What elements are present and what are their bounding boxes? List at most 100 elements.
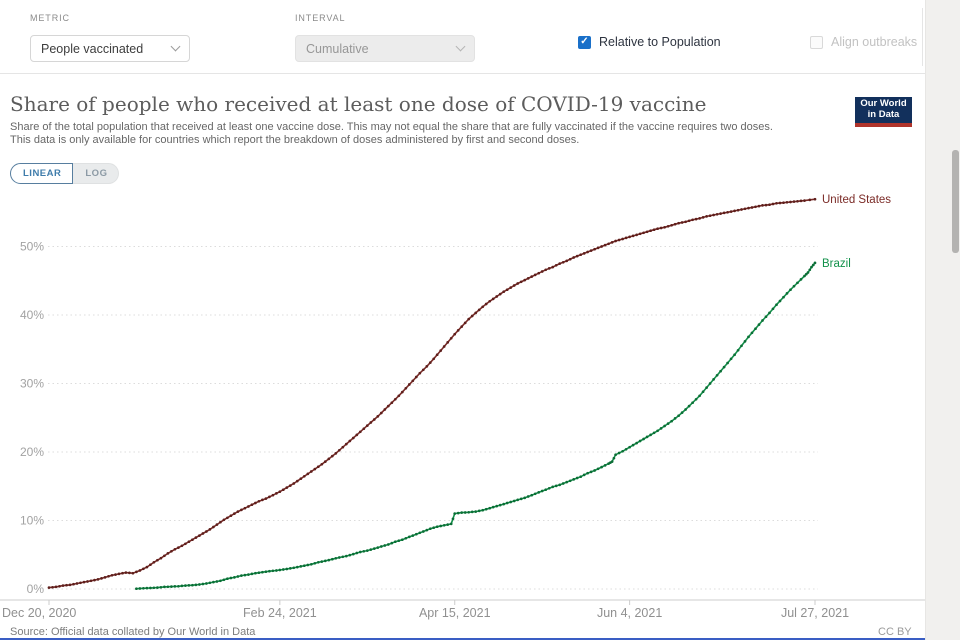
data-point-marker [614, 453, 617, 457]
data-point-marker [526, 495, 530, 498]
data-point-marker [191, 583, 194, 587]
license-link[interactable]: CC BY [878, 626, 912, 638]
data-point-marker [96, 578, 100, 581]
data-point-marker [803, 274, 806, 278]
data-point-marker [719, 212, 722, 215]
data-point-marker [785, 292, 789, 295]
data-point-marker [302, 564, 306, 568]
data-point-marker [628, 445, 631, 449]
data-point-marker [467, 510, 471, 514]
data-point-marker [684, 220, 687, 224]
series-label-united-states[interactable]: United States [822, 194, 891, 206]
interval-dropdown-value: Cumulative [306, 41, 369, 56]
data-point-marker [75, 582, 79, 585]
data-point-marker [208, 581, 212, 585]
data-point-marker [481, 305, 485, 309]
data-point-marker [330, 557, 334, 561]
data-point-marker [642, 437, 645, 441]
data-point-marker [603, 243, 607, 247]
data-point-marker [771, 202, 775, 206]
data-point-marker [442, 345, 446, 348]
log-button[interactable]: LOG [73, 163, 120, 184]
scale-toggle: LINEAR LOG [10, 163, 120, 184]
data-point-marker [240, 574, 243, 577]
scrollbar-thumb[interactable] [952, 150, 959, 253]
data-point-marker [747, 335, 750, 339]
data-point-marker [397, 394, 401, 398]
data-point-marker [344, 554, 348, 558]
align-outbreaks-checkbox-row[interactable]: Align outbreaks [810, 35, 917, 49]
data-point-marker [726, 361, 729, 365]
data-point-marker [72, 582, 75, 586]
data-point-marker [187, 584, 191, 587]
data-point-marker [358, 550, 362, 554]
checked-checkbox-icon[interactable]: ✓ [578, 35, 591, 49]
data-point-marker [233, 512, 236, 515]
data-point-marker [446, 341, 450, 344]
data-point-marker [778, 299, 782, 303]
data-point-marker [775, 303, 778, 307]
unchecked-checkbox-icon[interactable] [810, 35, 823, 49]
data-point-marker [316, 465, 320, 469]
data-point-marker [484, 302, 488, 306]
scrollbar-track[interactable] [952, 0, 960, 640]
data-point-marker [180, 584, 184, 588]
data-point-marker [208, 528, 212, 531]
data-point-marker [589, 470, 593, 474]
chart-canvas[interactable]: 0% 10% 20% 30% 40% 50% Dec 20, 2020 Feb 24, 202… [0, 186, 925, 622]
data-point-marker [712, 213, 715, 217]
data-point-marker [184, 584, 187, 587]
data-point-marker [411, 379, 415, 383]
interval-dropdown[interactable]: Cumulative [295, 35, 475, 62]
data-point-marker [344, 442, 348, 446]
data-point-marker [782, 295, 785, 299]
metric-dropdown-value: People vaccinated [41, 41, 144, 56]
data-point-marker [754, 327, 757, 331]
data-point-marker [131, 571, 135, 575]
data-point-marker [68, 583, 72, 587]
data-point-marker [708, 382, 712, 385]
data-point-marker [281, 488, 285, 492]
data-point-marker [386, 404, 390, 408]
linear-button[interactable]: LINEAR [10, 163, 74, 184]
data-point-marker [432, 526, 436, 530]
data-point-marker [652, 228, 656, 232]
y-axis-tick-label: 50% [20, 240, 44, 254]
data-point-marker [736, 348, 740, 352]
relative-to-population-checkbox-row[interactable]: ✓ Relative to Population [578, 35, 721, 49]
data-point-marker [561, 260, 565, 264]
data-point-marker [621, 237, 624, 241]
data-point-marker [201, 582, 205, 586]
data-point-marker [481, 508, 485, 512]
data-point-marker [680, 411, 684, 414]
data-point-marker [691, 218, 694, 222]
data-point-marker [327, 558, 331, 562]
series-line-united-states[interactable] [48, 198, 816, 589]
metric-dropdown[interactable]: People vaccinated [30, 35, 190, 62]
data-point-marker [379, 411, 383, 415]
relative-to-population-label[interactable]: Relative to Population [599, 35, 721, 49]
data-point-marker [593, 469, 596, 472]
data-point-marker [184, 542, 187, 546]
data-point-marker [575, 254, 579, 258]
data-point-marker [498, 292, 502, 296]
our-world-in-data-logo[interactable]: Our World in Data [855, 97, 912, 127]
data-point-marker [414, 375, 418, 379]
data-point-marker [642, 231, 645, 235]
data-point-marker [460, 511, 464, 514]
data-point-marker [621, 449, 624, 453]
data-point-marker [198, 583, 201, 586]
data-point-marker [558, 483, 562, 487]
series-label-brazil[interactable]: Brazil [822, 258, 851, 270]
data-point-marker [156, 558, 159, 562]
data-point-marker [505, 501, 509, 505]
data-point-marker [439, 524, 443, 528]
data-point-marker [806, 271, 810, 274]
data-point-marker [467, 317, 471, 321]
data-point-marker [796, 199, 799, 203]
data-point-marker [764, 203, 768, 207]
data-point-marker [222, 578, 226, 582]
data-point-marker [614, 239, 617, 243]
data-point-marker [201, 532, 205, 535]
data-point-marker [722, 365, 726, 369]
